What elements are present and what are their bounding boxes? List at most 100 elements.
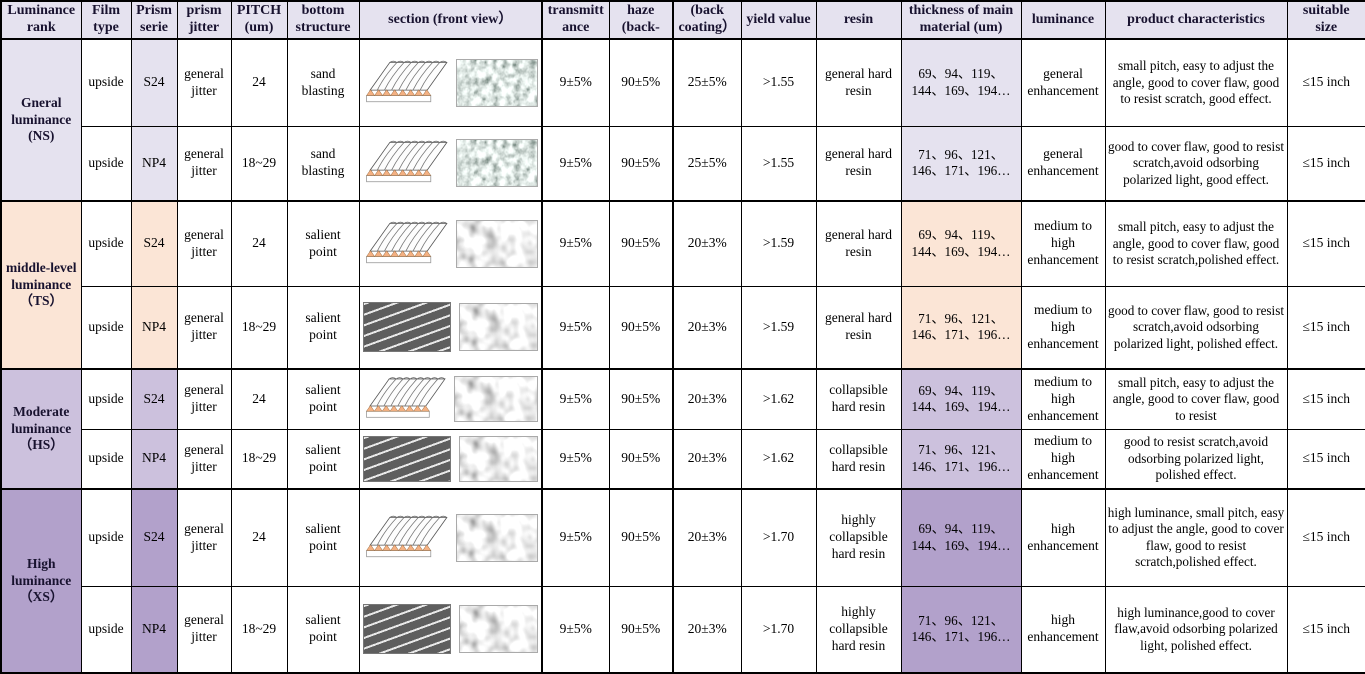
cell-back-coating: 20±3% <box>672 200 742 287</box>
cell-yield-value: >1.70 <box>740 585 817 674</box>
cell-prism-jitter: general jitter <box>176 428 232 490</box>
cell-suitable-size: ≤15 inch <box>1286 585 1365 674</box>
cell-bottom-structure: salient point <box>286 285 360 370</box>
cell-prism-serie: NP4 <box>130 125 178 202</box>
salient-point-micrograph-image <box>458 435 538 482</box>
cell-prism-jitter: general jitter <box>176 200 232 287</box>
salient-point-micrograph-image <box>456 219 538 268</box>
cell-resin: general hard resin <box>815 125 902 202</box>
cell-back-coating: 20±3% <box>672 585 742 674</box>
cell-yield-value: >1.62 <box>740 428 817 490</box>
cell-thickness: 71、96、121、146、171、196… <box>900 585 1022 674</box>
salient-point-micrograph-image <box>454 376 538 423</box>
col-header-section: section (front view） <box>358 0 543 40</box>
cell-suitable-size: ≤15 inch <box>1286 488 1365 587</box>
cell-haze: 90±5% <box>608 125 674 202</box>
cell-section-view <box>358 125 543 202</box>
prism-structure-drawing <box>365 221 447 263</box>
col-header-prism-jitter: prism jitter <box>176 0 232 40</box>
col-header-haze: haze (back- <box>608 0 674 40</box>
cell-bottom-structure: salient point <box>286 488 360 587</box>
col-header-suitable-size: suitable size <box>1286 0 1365 40</box>
cell-yield-value: >1.55 <box>740 125 817 202</box>
prism-structure-drawing <box>365 377 445 418</box>
cell-pitch: 18~29 <box>230 285 288 370</box>
cell-section-view <box>358 488 543 587</box>
cell-film-type: upside <box>80 285 132 370</box>
cell-suitable-size: ≤15 inch <box>1286 368 1365 430</box>
cell-product-characteristics: high luminance, small pitch, easy to adj… <box>1104 488 1288 587</box>
cell-luminance: high enhancement <box>1020 488 1106 587</box>
cell-back-coating: 20±3% <box>672 368 742 430</box>
cell-haze: 90±5% <box>608 200 674 287</box>
cell-transmittance: 9±5% <box>541 368 610 430</box>
cell-resin: highly collapsible hard resin <box>815 488 902 587</box>
cell-section-view <box>358 38 543 127</box>
cell-pitch: 24 <box>230 368 288 430</box>
cell-section-view <box>358 368 543 430</box>
cell-resin: general hard resin <box>815 285 902 370</box>
cell-prism-jitter: general jitter <box>176 125 232 202</box>
cell-transmittance: 9±5% <box>541 488 610 587</box>
col-header-yield-value: yield value <box>740 0 817 40</box>
cell-haze: 90±5% <box>608 38 674 127</box>
cell-transmittance: 9±5% <box>541 428 610 490</box>
cell-transmittance: 9±5% <box>541 585 610 674</box>
cell-back-coating: 20±3% <box>672 285 742 370</box>
cell-suitable-size: ≤15 inch <box>1286 125 1365 202</box>
cell-luminance: medium to high enhancement <box>1020 428 1106 490</box>
cell-section-view <box>358 200 543 287</box>
cell-section-view <box>358 585 543 674</box>
prism-structure-drawing <box>365 60 447 102</box>
sand-blasting-micrograph-image <box>456 139 538 188</box>
salient-point-micrograph-image <box>458 605 538 654</box>
col-header-bottom-structure: bottom structure <box>286 0 360 40</box>
cell-thickness: 69、94、119、144、169、194… <box>900 488 1022 587</box>
cell-prism-jitter: general jitter <box>176 285 232 370</box>
cell-thickness: 71、96、121、146、171、196… <box>900 285 1022 370</box>
cell-prism-serie: S24 <box>130 368 178 430</box>
header-row: Luminance rank Film type Prism serie pri… <box>0 0 1365 40</box>
diagonal-stripes-micrograph-image <box>362 302 451 353</box>
col-header-thickness: thickness of main material (um) <box>900 0 1022 40</box>
cell-luminance: medium to high enhancement <box>1020 285 1106 370</box>
cell-luminance: general enhancement <box>1020 125 1106 202</box>
cell-pitch: 24 <box>230 38 288 127</box>
cell-yield-value: >1.62 <box>740 368 817 430</box>
cell-resin: collapsible hard resin <box>815 428 902 490</box>
cell-section-view <box>358 428 543 490</box>
cell-resin: highly collapsible hard resin <box>815 585 902 674</box>
salient-point-micrograph-image <box>456 513 538 562</box>
col-header-back-coating: (back coating） <box>672 0 742 40</box>
col-header-luminance-rank: Luminance rank <box>0 0 82 40</box>
cell-yield-value: >1.55 <box>740 38 817 127</box>
cell-prism-jitter: general jitter <box>176 585 232 674</box>
cell-product-characteristics: good to cover flaw, good to resist scrat… <box>1104 125 1288 202</box>
cell-film-type: upside <box>80 585 132 674</box>
cell-back-coating: 20±3% <box>672 488 742 587</box>
diagonal-stripes-micrograph-image <box>362 604 451 655</box>
cell-prism-jitter: general jitter <box>176 368 232 430</box>
cell-pitch: 24 <box>230 488 288 587</box>
cell-yield-value: >1.70 <box>740 488 817 587</box>
cell-prism-serie: S24 <box>130 488 178 587</box>
cell-bottom-structure: sand blasting <box>286 125 360 202</box>
cell-yield-value: >1.59 <box>740 200 817 287</box>
cell-transmittance: 9±5% <box>541 125 610 202</box>
cell-prism-serie: S24 <box>130 38 178 127</box>
cell-pitch: 18~29 <box>230 125 288 202</box>
col-header-prism-serie: Prism serie <box>130 0 178 40</box>
cell-thickness: 69、94、119、144、169、194… <box>900 38 1022 127</box>
prism-structure-drawing <box>365 141 447 183</box>
cell-film-type: upside <box>80 125 132 202</box>
cell-haze: 90±5% <box>608 428 674 490</box>
col-header-luminance: luminance <box>1020 0 1106 40</box>
cell-product-characteristics: good to cover flaw, good to resist scrat… <box>1104 285 1288 370</box>
cell-thickness: 69、94、119、144、169、194… <box>900 368 1022 430</box>
cell-film-type: upside <box>80 200 132 287</box>
cell-yield-value: >1.59 <box>740 285 817 370</box>
cell-product-characteristics: small pitch, easy to adjust the angle, g… <box>1104 368 1288 430</box>
diagonal-stripes-micrograph-image <box>362 435 451 482</box>
cell-suitable-size: ≤15 inch <box>1286 200 1365 287</box>
col-header-transmittance: transmitt ance <box>541 0 610 40</box>
